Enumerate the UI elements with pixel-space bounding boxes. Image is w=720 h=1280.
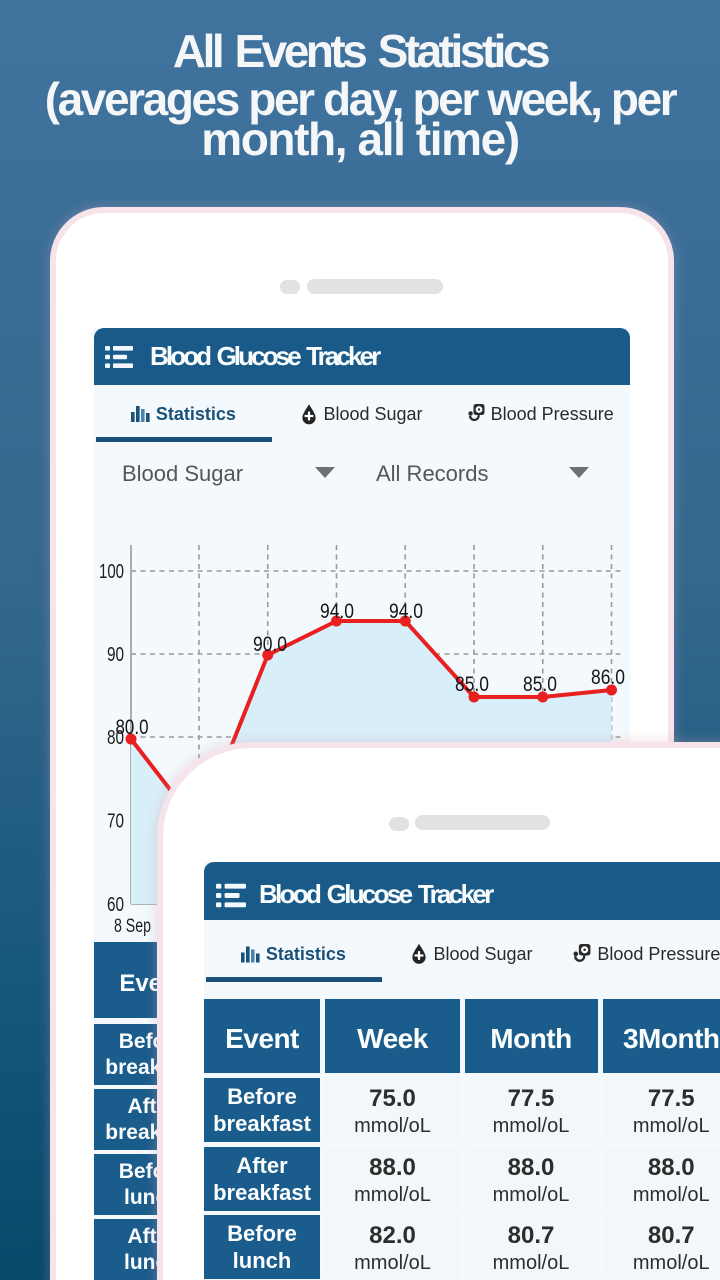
svg-text:80: 80 bbox=[107, 727, 124, 749]
svg-text:60: 60 bbox=[107, 894, 124, 916]
svg-text:8 Sep: 8 Sep bbox=[114, 916, 151, 937]
svg-text:100: 100 bbox=[99, 561, 124, 583]
svg-text:80.0: 80.0 bbox=[116, 716, 149, 739]
svg-text:86.0: 86.0 bbox=[591, 666, 625, 689]
svg-text:85.0: 85.0 bbox=[455, 673, 489, 696]
svg-text:70: 70 bbox=[107, 811, 124, 833]
svg-text:94.0: 94.0 bbox=[389, 600, 423, 623]
svg-text:85.0: 85.0 bbox=[523, 673, 557, 696]
svg-text:90.0: 90.0 bbox=[253, 633, 287, 656]
svg-text:90: 90 bbox=[107, 644, 124, 666]
svg-text:94.0: 94.0 bbox=[320, 600, 354, 623]
